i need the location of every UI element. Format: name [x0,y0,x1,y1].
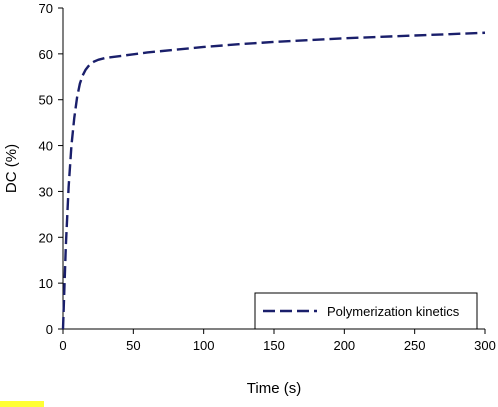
y-tick-label: 30 [39,184,53,199]
x-axis-title: Time (s) [247,380,301,397]
y-tick-label: 10 [39,276,53,291]
y-tick-label: 0 [46,322,53,337]
y-tick-label: 60 [39,47,53,62]
y-axis-title: DC (%) [3,144,20,193]
x-tick-label: 200 [333,338,355,353]
x-tick-label: 100 [193,338,215,353]
series-layer [61,31,486,330]
y-tick-label: 70 [39,1,53,16]
x-tick-label: 0 [59,338,66,353]
series-line-0 [61,31,486,330]
legend-label: Polymerization kinetics [327,304,460,319]
legend: Polymerization kinetics [254,292,478,330]
highlight-mark [0,401,44,407]
x-tick-label: 150 [263,338,285,353]
x-tick-label: 250 [404,338,426,353]
x-tick-label: 50 [126,338,140,353]
y-tick-label: 40 [39,139,53,154]
axes-layer: 0 10 20 30 40 50 60 70 0 50 100 150 200 250 300 [39,1,496,353]
y-tick-label: 20 [39,230,53,245]
x-tick-label: 300 [474,338,496,353]
labels-layer: Time (s) DC (%) [3,144,301,397]
y-tick-label: 50 [39,93,53,108]
